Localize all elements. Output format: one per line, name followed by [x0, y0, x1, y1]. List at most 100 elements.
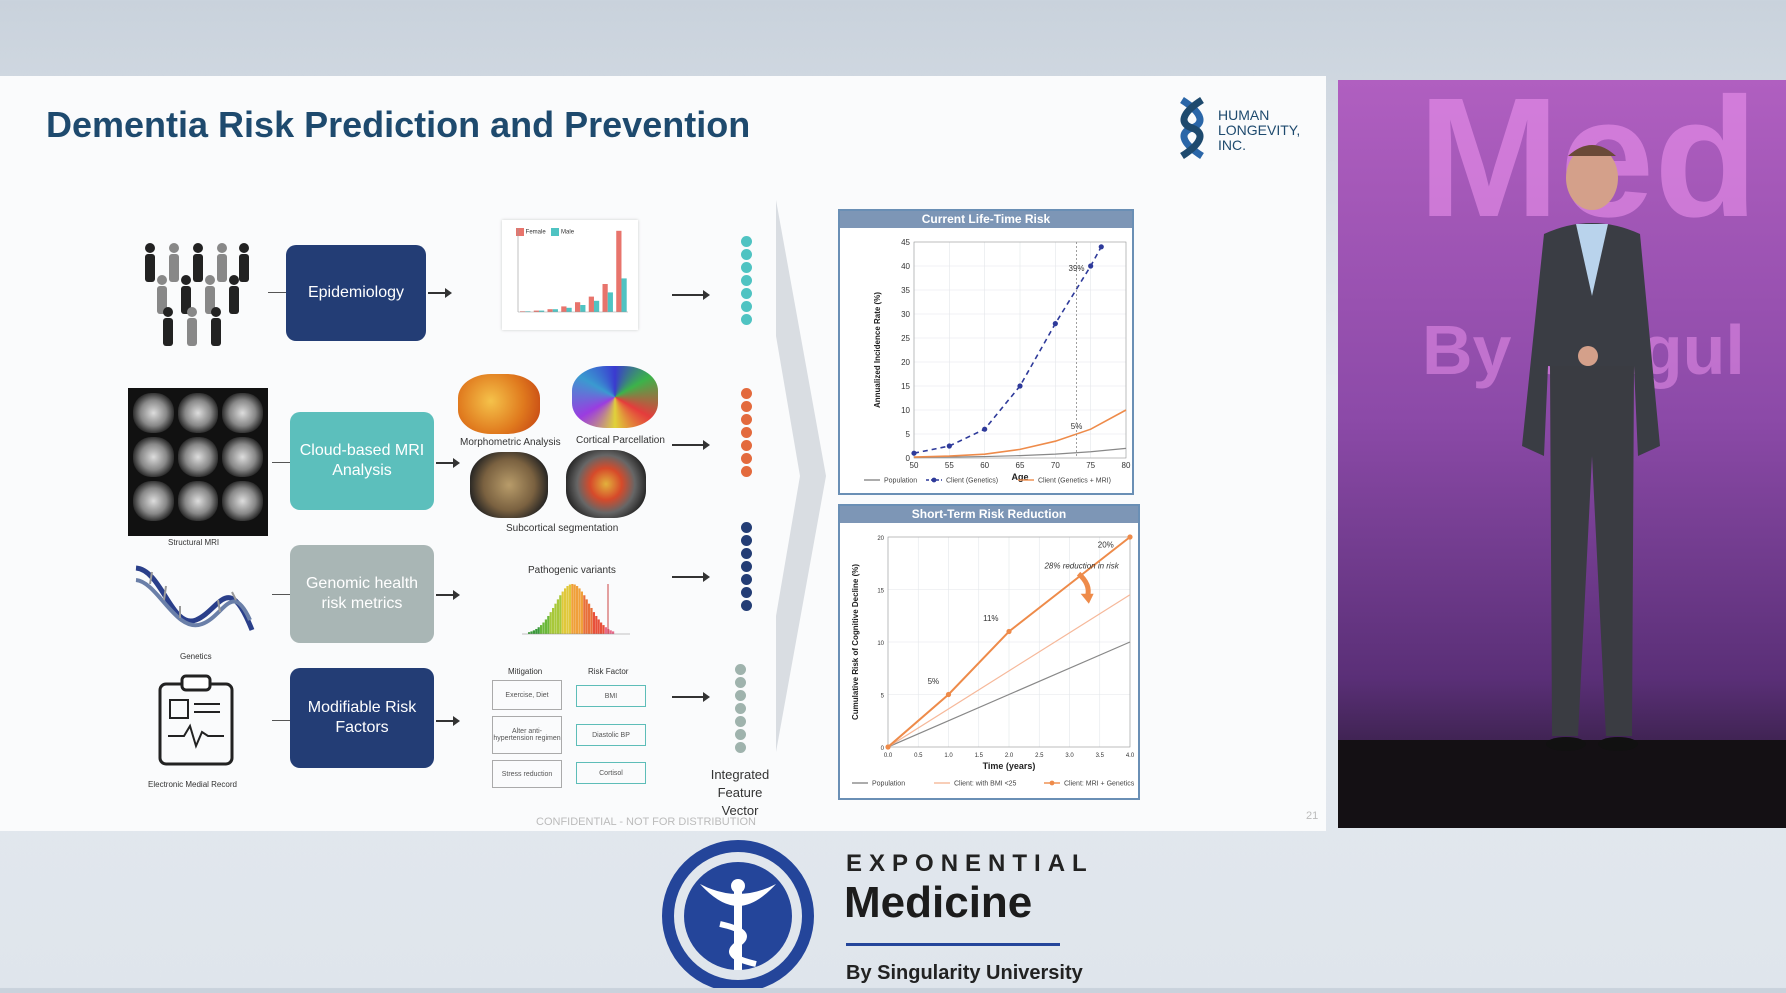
y-tick-label: 15	[901, 382, 910, 391]
connector-line	[272, 462, 290, 463]
branding-line3: By Singularity University	[846, 962, 1083, 984]
arrow	[672, 440, 710, 450]
legend-male: Male	[561, 229, 575, 236]
presentation-slide: Dementia Risk Prediction and Prevention …	[0, 76, 1326, 831]
logo-text-line3: INC.	[1218, 137, 1246, 153]
data-point	[1088, 263, 1094, 269]
caduceus-icon	[662, 840, 814, 992]
data-point	[1017, 383, 1023, 389]
histogram-bar	[573, 584, 576, 634]
series-line	[913, 447, 1127, 459]
legend-female: Female	[525, 229, 546, 236]
legend-label: Client: MRI + Genetics	[1064, 781, 1135, 788]
annotation: 39%	[1069, 264, 1085, 273]
y-tick-label: 0	[881, 746, 885, 752]
y-tick-label: 5	[881, 694, 885, 700]
short-term-risk-title: Short-Term Risk Reduction	[840, 506, 1138, 523]
arrow	[672, 572, 710, 582]
genetics-label: Genetics	[180, 652, 212, 661]
feature-vector-teal	[741, 236, 753, 325]
branding-line2: Medicine	[844, 878, 1033, 927]
pathogenic-histogram	[522, 584, 630, 635]
connector-line	[272, 594, 290, 595]
bar	[547, 309, 553, 312]
slide-title: Dementia Risk Prediction and Prevention	[46, 104, 751, 145]
histogram-bar	[597, 619, 600, 634]
bar	[552, 309, 558, 312]
x-tick-label: 60	[980, 461, 989, 470]
epidemiology-box: Epidemiology	[286, 245, 426, 341]
y-axis-label: Cumulative Risk of Cognitive Decline (%)	[851, 564, 860, 720]
medical-record-icon	[158, 674, 234, 766]
histogram-bar	[566, 585, 569, 634]
histogram-bar	[592, 612, 595, 634]
legend-label: Client (Genetics + MRI)	[1038, 478, 1111, 485]
histogram-bar	[585, 599, 588, 634]
short-term-risk-chart: Short-Term Risk Reduction 0.0 0.5 1.0 1.5 2.…	[838, 504, 1140, 800]
people-crowd-icon	[145, 243, 249, 346]
logo-text-line1: HUMAN	[1218, 107, 1270, 123]
dna-logo-icon	[1180, 97, 1204, 159]
subcortical-label: Subcortical segmentation	[506, 523, 619, 534]
data-point	[1006, 628, 1012, 635]
cortical-parcellation-image	[572, 366, 658, 428]
cloud-mri-analysis-box: Cloud-based MRI Analysis	[290, 412, 434, 510]
histogram-bar	[568, 584, 571, 634]
reduction-arrow-head	[1080, 593, 1094, 604]
annotation: 11%	[983, 614, 998, 623]
feature-vector-red	[741, 388, 753, 477]
integrated-feature-vector-label: Integrated Feature Vector	[700, 766, 780, 820]
data-point	[982, 426, 988, 432]
cortical-label: Cortical Parcellation	[576, 435, 665, 446]
confidential-footer: CONFIDENTIAL - NOT FOR DISTRIBUTION	[536, 816, 757, 828]
bar	[588, 296, 594, 312]
histogram-bar	[571, 584, 574, 634]
short-term-risk-plot: 0.0 0.5 1.0 1.5 2.0 2.5 3.0 3.5 4.0 0 5 10 15 20 Time …	[851, 534, 1135, 788]
bar	[533, 310, 539, 312]
histogram-bar	[612, 631, 615, 634]
histogram-bar	[609, 630, 612, 634]
y-tick-label: 5	[906, 430, 911, 439]
risk-factor-item: Diastolic BP	[576, 724, 646, 746]
modifiable-risk-box: Modifiable Risk Factors	[290, 668, 434, 768]
series-line	[887, 536, 1131, 748]
legend-label: Client: with BMI <25	[954, 781, 1017, 788]
histogram-bar	[602, 625, 605, 634]
series-line	[887, 641, 1131, 748]
feature-vector-label-line1: Integrated	[710, 767, 770, 782]
stage-floor	[1338, 740, 1786, 828]
x-tick-label: 75	[1086, 461, 1095, 470]
legend-male-swatch	[551, 228, 560, 236]
histogram-bar	[537, 627, 540, 634]
reduction-arrow-shaft	[1076, 571, 1091, 597]
structural-mri-label: Structural MRI	[168, 538, 220, 547]
histogram-bar	[564, 588, 567, 634]
speaker-camera-feed: Med By Singul	[1338, 80, 1786, 828]
lifetime-risk-plot: 50 55 60 65 70 75 80 0 5 10 15 20 25 30 35 40 45 Age Annua…	[864, 238, 1131, 485]
histogram-bar	[576, 585, 579, 634]
annotation: 20%	[1098, 541, 1114, 550]
x-tick-label: 3.0	[1065, 753, 1074, 759]
annotation: 5%	[928, 677, 940, 686]
histogram-bar	[552, 607, 555, 634]
bar	[621, 278, 627, 312]
risk-factor-item: BMI	[576, 685, 646, 707]
x-tick-label: 3.5	[1096, 753, 1105, 759]
bar	[607, 292, 613, 312]
bar-chart-svg	[517, 228, 628, 313]
feature-vector-label-line2: Feature Vector	[717, 785, 763, 818]
histogram-bar	[530, 631, 533, 634]
histogram-bar	[542, 622, 545, 634]
subcortical-image-1	[470, 452, 548, 518]
arrow	[672, 692, 710, 702]
data-point	[946, 443, 952, 449]
connector-line	[272, 720, 290, 721]
x-tick-label: 0.5	[914, 753, 923, 759]
exponential-medicine-logo	[660, 840, 816, 992]
speaker-figure	[1522, 145, 1660, 751]
plot-frame	[913, 241, 1127, 459]
feature-vector-gray	[735, 664, 747, 753]
data-point	[1127, 534, 1133, 540]
y-axis-label: Annualized Incidence Rate (%)	[873, 292, 882, 408]
y-tick-label: 35	[901, 286, 910, 295]
